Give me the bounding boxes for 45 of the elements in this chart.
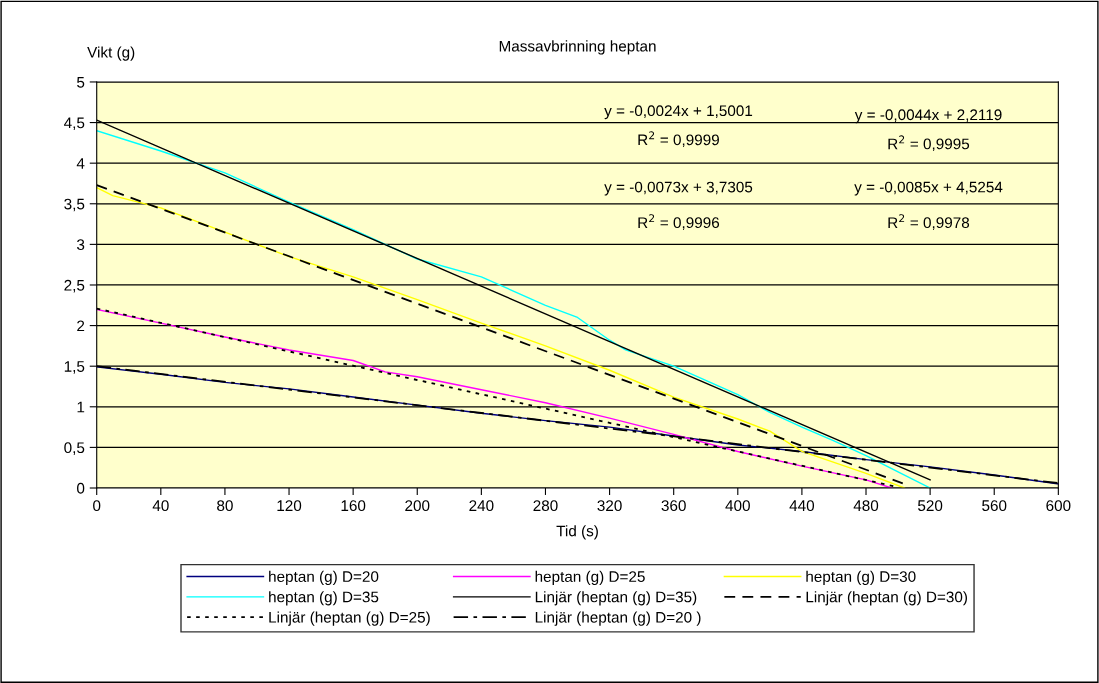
annotation: R$^{2}$ = 0,9996 <box>638 214 720 230</box>
annotation: y = -0,0073x + 3,7305 <box>604 181 753 196</box>
x-tick-label: 600 <box>1046 500 1071 512</box>
x-axis-title: Tid (s) <box>556 525 598 540</box>
y-tick-label: 2 <box>77 320 85 332</box>
x-tick-label: 480 <box>853 500 879 512</box>
legend-label: Linjär (heptan (g) D=25) <box>269 611 430 626</box>
x-tick-label: 320 <box>597 500 622 512</box>
x-tick-label: 160 <box>341 500 366 512</box>
y-tick-label: 4,5 <box>64 117 85 131</box>
y-tick-label: 4 <box>76 158 85 169</box>
y-tick-label: 1,5 <box>64 361 85 374</box>
x-tick-label: 440 <box>789 500 815 512</box>
legend-label: Linjär (heptan (g) D=20 ) <box>535 611 701 626</box>
y-tick-label: 0,5 <box>64 442 85 455</box>
y-axis-title: Vikt (g) <box>87 46 135 61</box>
x-tick-label: 360 <box>661 500 686 512</box>
legend-label: heptan (g) D=20 <box>269 570 379 586</box>
annotation: R$^{2}$ = 0,9978 <box>888 214 970 230</box>
x-tick-label: 80 <box>217 500 233 512</box>
annotation: y = -0,0085x + 4,5254 <box>854 181 1003 196</box>
legend-label: Linjär (heptan (g) D=35) <box>535 591 697 606</box>
legend-label: heptan (g) D=35 <box>269 591 379 606</box>
y-tick-label: 0 <box>77 482 85 494</box>
x-tick-label: 40 <box>152 500 169 512</box>
y-tick-label: 1 <box>77 401 85 413</box>
x-tick-label: 400 <box>725 500 750 512</box>
annotation: R$^{2}$ = 0,9995 <box>888 135 970 152</box>
y-tick-label: 5 <box>77 76 85 88</box>
x-tick-label: 0 <box>93 500 101 512</box>
x-tick-label: 280 <box>533 500 558 512</box>
y-tick-label: 2,5 <box>64 279 85 293</box>
x-tick-label: 560 <box>982 500 1007 512</box>
y-tick-label: 3 <box>76 239 85 251</box>
x-tick-label: 240 <box>469 500 494 512</box>
x-tick-label: 200 <box>405 500 430 512</box>
legend-label: Linjär (heptan (g) D=30) <box>806 591 967 606</box>
legend-label: heptan (g) D=25 <box>535 570 645 586</box>
legend-label: heptan (g) D=30 <box>806 570 916 586</box>
chart-title: Massavbrinning heptan <box>499 40 656 55</box>
x-tick-label: 120 <box>277 500 302 512</box>
x-tick-label: 520 <box>917 500 943 512</box>
annotation: y = -0,0024x + 1,5001 <box>604 105 753 120</box>
annotation: R$^{2}$ = 0,9999 <box>638 131 719 148</box>
y-tick-label: 3,5 <box>64 198 85 212</box>
